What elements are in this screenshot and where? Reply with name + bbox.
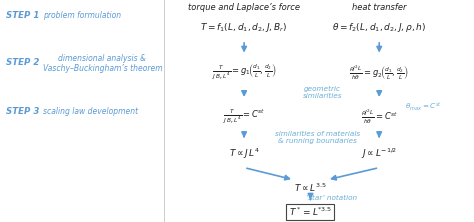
Text: STEP 1: STEP 1: [6, 11, 39, 20]
Text: problem formulation: problem formulation: [43, 11, 121, 20]
Text: $T^* = L^{*3.5}$: $T^* = L^{*3.5}$: [289, 206, 332, 218]
Text: $\frac{T}{J\,B_r\,L^4} = g_1\!\left(\frac{d_1}{L}, \frac{d_2}{L}\right)$: $\frac{T}{J\,B_r\,L^4} = g_1\!\left(\fra…: [211, 63, 277, 82]
Text: $\theta = f_2(L, d_1, d_2, J, \rho, h)$: $\theta = f_2(L, d_1, d_2, J, \rho, h)$: [332, 21, 426, 34]
Text: $T = f_1(L, d_1, d_2, J, B_r)$: $T = f_1(L, d_1, d_2, J, B_r)$: [201, 21, 288, 34]
Text: $\frac{\rho J^2 L}{h\theta} = g_2\!\left(\frac{d_1}{L}, \frac{d_2}{L}\right)$: $\frac{\rho J^2 L}{h\theta} = g_2\!\left…: [349, 63, 409, 81]
Text: heat transfer: heat transfer: [352, 3, 406, 12]
Text: $T \propto L^{3.5}$: $T \propto L^{3.5}$: [294, 181, 327, 194]
Text: $\frac{T}{J\,B_r\,L^4} = C^{st}$: $\frac{T}{J\,B_r\,L^4} = C^{st}$: [223, 107, 265, 126]
Text: STEP 2: STEP 2: [6, 58, 39, 67]
Text: $T \propto J\,L^4$: $T \propto J\,L^4$: [228, 147, 260, 161]
Text: geometric
similarities: geometric similarities: [302, 85, 342, 99]
Text: $\frac{\rho J^2 L}{h\theta} = C^{st}$: $\frac{\rho J^2 L}{h\theta} = C^{st}$: [361, 107, 398, 126]
Text: $\theta_{max} = C^{st}$: $\theta_{max} = C^{st}$: [405, 101, 442, 113]
Text: similarities of materials
& running boundaries: similarities of materials & running boun…: [275, 131, 360, 144]
Text: scaling law development: scaling law development: [43, 107, 138, 115]
Text: STEP 3: STEP 3: [6, 107, 39, 115]
Text: dimensional analysis &
Vaschy–Buckingham’s theorem: dimensional analysis & Vaschy–Buckingham…: [43, 54, 162, 73]
Text: torque and Laplace’s force: torque and Laplace’s force: [188, 3, 300, 12]
Text: ‘star’ notation: ‘star’ notation: [306, 194, 357, 201]
Text: $J \propto L^{-1/2}$: $J \propto L^{-1/2}$: [361, 147, 397, 161]
